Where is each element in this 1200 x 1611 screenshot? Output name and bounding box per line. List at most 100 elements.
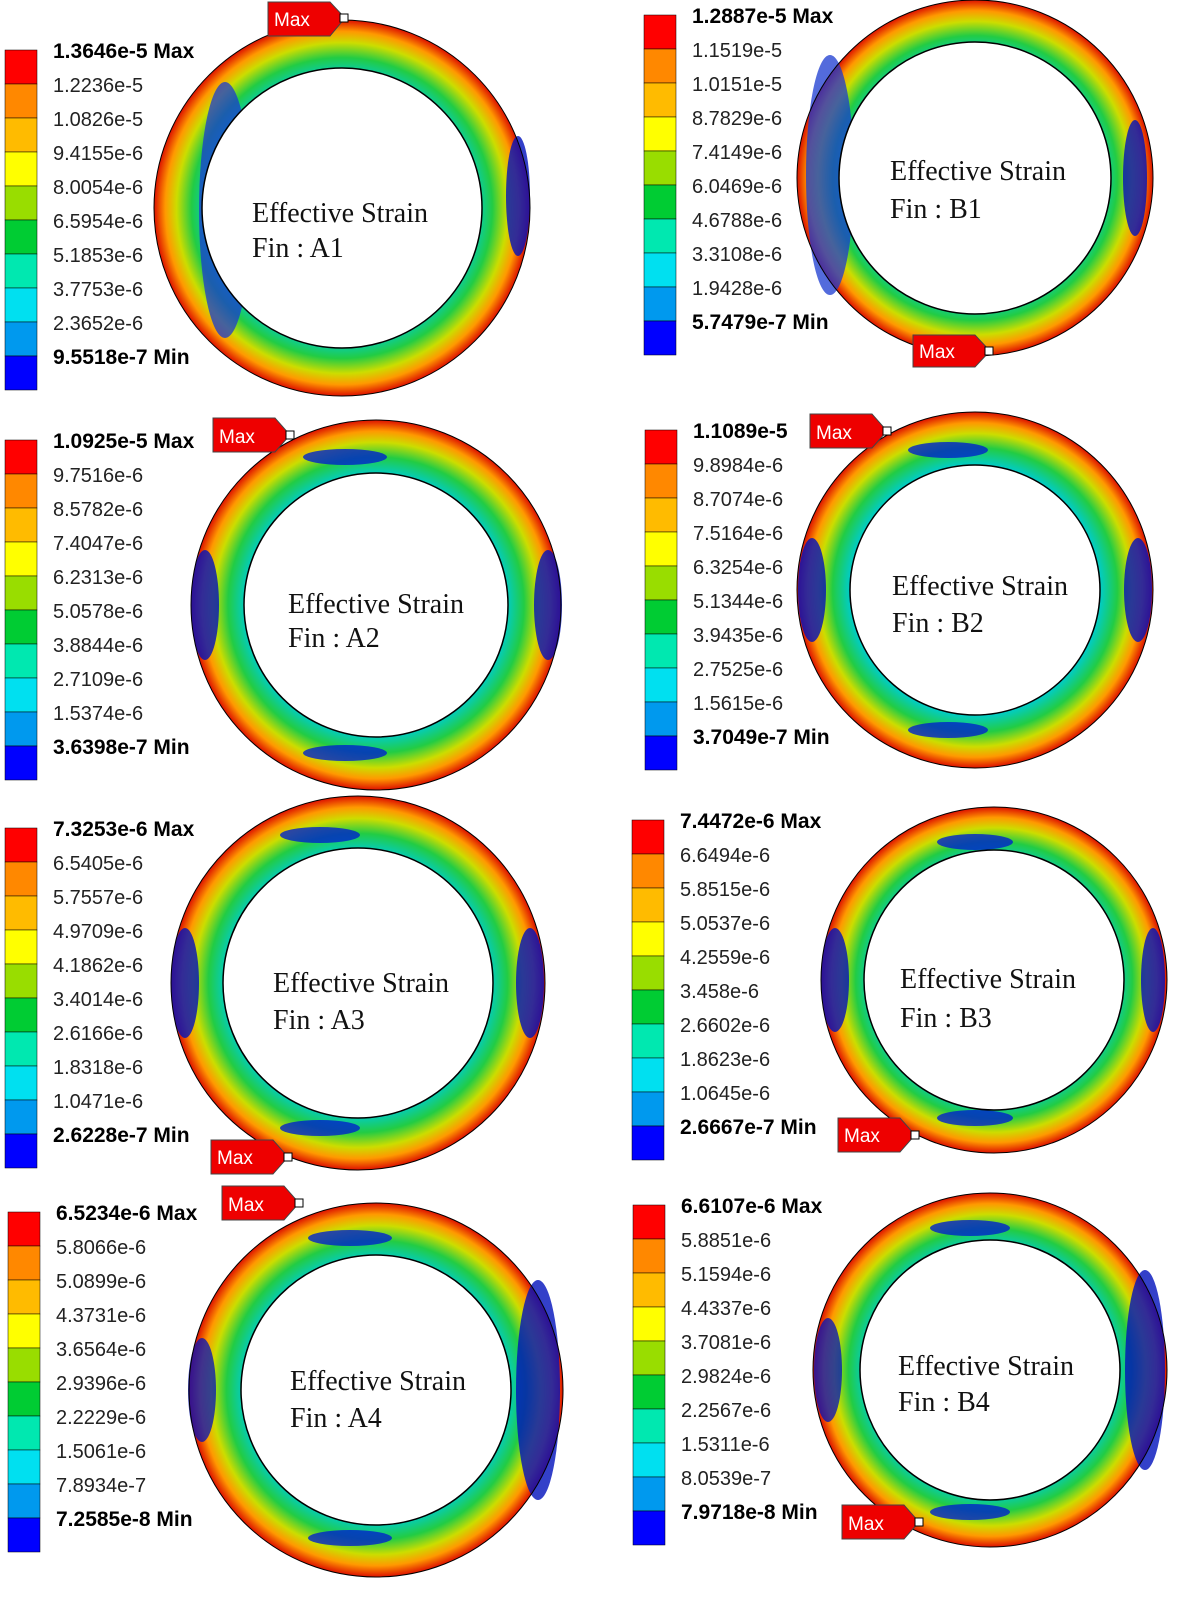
legend-label: 3.9435e-6 xyxy=(693,625,783,647)
legend-label: 5.8515e-6 xyxy=(680,879,770,901)
legend-swatch xyxy=(4,677,38,713)
legend-label: 3.7081e-6 xyxy=(681,1332,771,1354)
legend-swatch xyxy=(4,287,38,323)
caption-title: Effective Strain xyxy=(900,964,1076,995)
max-tag-label: Max xyxy=(919,342,955,363)
legend: 6.6107e-6 Max 5.8851e-6 5.1594e-6 4.4337… xyxy=(632,1195,823,1546)
max-marker: Max xyxy=(212,417,295,453)
legend-swatch xyxy=(644,463,678,499)
caption-title: Effective Strain xyxy=(252,198,428,229)
legend-swatch xyxy=(4,473,38,509)
legend-swatch xyxy=(7,1279,41,1315)
legend-swatch xyxy=(7,1483,41,1519)
legend-label: 5.0899e-6 xyxy=(56,1271,146,1293)
legend-label-min: 5.7479e-7 Min xyxy=(692,311,829,334)
legend-label: 4.3731e-6 xyxy=(56,1305,146,1327)
legend-swatch xyxy=(7,1381,41,1417)
legend-swatch xyxy=(632,1238,666,1274)
legend-label: 5.0537e-6 xyxy=(680,913,770,935)
legend: 6.5234e-6 Max 5.8066e-6 5.0899e-6 4.3731… xyxy=(7,1202,198,1553)
legend-label-min: 3.7049e-7 Min xyxy=(693,726,830,749)
legend-swatch xyxy=(643,150,677,186)
legend-swatch xyxy=(631,853,665,889)
legend-swatch xyxy=(7,1313,41,1349)
legend-label: 3.6564e-6 xyxy=(56,1339,146,1361)
legend-label: 8.7074e-6 xyxy=(693,489,783,511)
panel-b4: 6.6107e-6 Max 5.8851e-6 5.1594e-6 4.4337… xyxy=(600,1192,1200,1611)
legend-swatch xyxy=(632,1272,666,1308)
legend-swatch xyxy=(4,1065,38,1101)
legend-label: 3.3108e-6 xyxy=(692,244,782,266)
legend: 1.0925e-5 Max 9.7516e-6 8.5782e-6 7.4047… xyxy=(4,430,195,781)
legend-label: 9.8984e-6 xyxy=(693,455,783,477)
legend-swatch xyxy=(4,745,38,781)
legend-swatch xyxy=(4,929,38,965)
panel-b3: 7.4472e-6 Max 6.6494e-6 5.8515e-6 5.0537… xyxy=(600,800,1200,1200)
max-tag-label: Max xyxy=(217,1148,253,1169)
legend-swatch xyxy=(632,1476,666,1512)
legend-label: 7.5164e-6 xyxy=(693,523,783,545)
legend-swatch xyxy=(632,1340,666,1376)
legend-swatch xyxy=(632,1204,666,1240)
legend-label: 5.8066e-6 xyxy=(56,1237,146,1259)
legend-label: 5.0578e-6 xyxy=(53,601,143,623)
max-marker: Max xyxy=(809,413,892,449)
caption-fin: Fin : A3 xyxy=(273,1005,365,1036)
legend-label-max: 1.3646e-5 Max xyxy=(53,40,195,63)
legend-swatch xyxy=(4,711,38,747)
legend-label: 1.9428e-6 xyxy=(692,278,782,300)
legend-swatch xyxy=(643,14,677,50)
legend-label: 9.4155e-6 xyxy=(53,143,143,165)
legend-label-max: 6.6107e-6 Max xyxy=(681,1195,823,1218)
legend-swatch xyxy=(4,895,38,931)
legend-swatch xyxy=(7,1449,41,1485)
legend-swatch xyxy=(643,48,677,84)
legend-label: 5.1344e-6 xyxy=(693,591,783,613)
legend-label: 7.4149e-6 xyxy=(692,142,782,164)
max-marker: Max xyxy=(912,334,994,368)
legend-label: 2.2567e-6 xyxy=(681,1400,771,1422)
legend-label: 1.1519e-5 xyxy=(692,40,782,62)
caption-title: Effective Strain xyxy=(890,156,1066,187)
caption-fin: Fin : A2 xyxy=(288,623,380,654)
legend-swatch xyxy=(631,989,665,1025)
legend-label: 2.9824e-6 xyxy=(681,1366,771,1388)
legend: 1.3646e-5 Max 1.2236e-5 1.0826e-5 9.4155… xyxy=(4,40,195,391)
legend-swatch xyxy=(631,921,665,957)
legend-swatch xyxy=(4,643,38,679)
legend-label: 8.7829e-6 xyxy=(692,108,782,130)
legend-swatch xyxy=(4,253,38,289)
legend-swatch xyxy=(631,1057,665,1093)
legend-label: 3.7753e-6 xyxy=(53,279,143,301)
legend-label: 1.5374e-6 xyxy=(53,703,143,725)
legend-swatch xyxy=(4,507,38,543)
caption-fin: Fin : B2 xyxy=(892,608,984,639)
legend-label: 1.8318e-6 xyxy=(53,1057,143,1079)
legend-swatch xyxy=(7,1347,41,1383)
legend-swatch xyxy=(4,185,38,221)
legend-swatch xyxy=(631,887,665,923)
legend-label-min: 2.6228e-7 Min xyxy=(53,1124,190,1147)
legend-swatch xyxy=(631,955,665,991)
legend-label: 6.5954e-6 xyxy=(53,211,143,233)
legend-label: 1.0826e-5 xyxy=(53,109,143,131)
legend-label: 8.0054e-6 xyxy=(53,177,143,199)
legend-swatch xyxy=(4,1031,38,1067)
legend-label: 3.458e-6 xyxy=(680,981,759,1003)
legend-swatch xyxy=(644,531,678,567)
legend-swatch xyxy=(631,1125,665,1161)
max-tag-label: Max xyxy=(219,427,255,448)
legend-swatch xyxy=(4,997,38,1033)
legend-label: 2.9396e-6 xyxy=(56,1373,146,1395)
legend-label-max: 6.5234e-6 Max xyxy=(56,1202,198,1225)
legend-label: 4.2559e-6 xyxy=(680,947,770,969)
legend-swatch xyxy=(4,83,38,119)
legend-swatch xyxy=(643,184,677,220)
legend-swatch xyxy=(644,497,678,533)
max-marker: Max xyxy=(837,1117,920,1153)
legend-swatch xyxy=(4,609,38,645)
legend-label: 2.2229e-6 xyxy=(56,1407,146,1429)
legend: 1.2887e-5 Max 1.1519e-5 1.0151e-5 8.7829… xyxy=(643,5,834,356)
legend-label-max: 7.3253e-6 Max xyxy=(53,818,195,841)
legend-label: 3.4014e-6 xyxy=(53,989,143,1011)
